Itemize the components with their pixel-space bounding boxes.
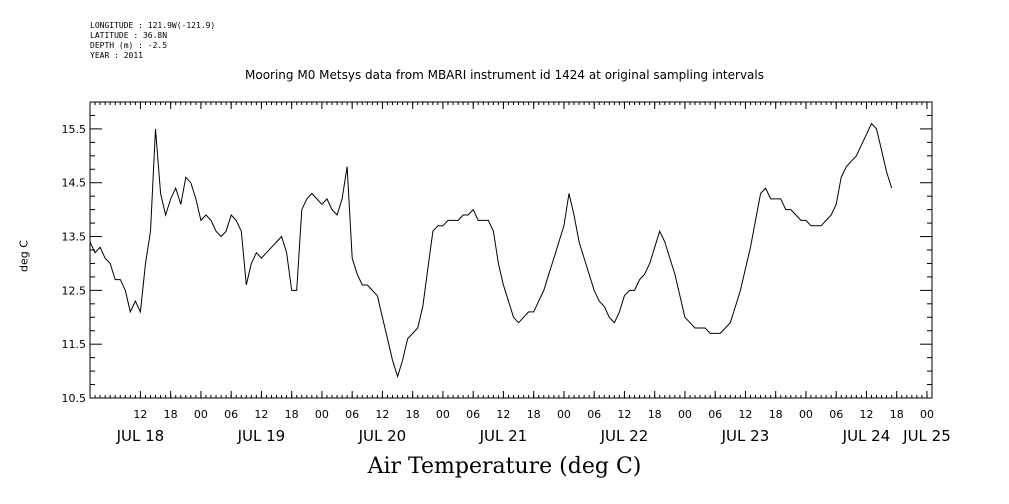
axis-ticks [89,101,933,399]
x-date-label: JUL 18 [116,427,165,445]
y-tick-label: 12.5 [62,284,87,297]
y-tick-label: 10.5 [62,392,87,405]
x-tick-label: 00 [557,408,571,421]
x-tick-label: 18 [164,408,178,421]
x-tick-label: 12 [133,408,147,421]
x-tick-label: 18 [890,408,904,421]
x-date-label: JUL 20 [358,427,407,445]
x-tick-label: 18 [406,408,420,421]
longitude-label: LONGITUDE : 121.9W(-121.9) [90,21,216,30]
x-tick-label: 12 [738,408,752,421]
x-date-label: JUL 21 [479,427,528,445]
x-tick-label: 06 [466,408,480,421]
x-date-label: JUL 24 [842,427,891,445]
series-line-air-temperature [89,122,893,379]
x-tick-label: 00 [920,408,934,421]
x-tick-label: 00 [436,408,450,421]
x-tick-label: 06 [587,408,601,421]
x-date-label: JUL 22 [600,427,649,445]
x-tick-label: 12 [254,408,268,421]
x-tick-label: 06 [708,408,722,421]
year-label: YEAR : 2011 [90,51,143,60]
x-date-label: JUL 19 [237,427,286,445]
x-tick-label: 18 [527,408,541,421]
x-tick-label: 18 [769,408,783,421]
x-tick-label: 00 [799,408,813,421]
plot-frame [89,101,933,399]
y-tick-label: 15.5 [62,123,87,136]
x-tick-label: 12 [859,408,873,421]
axis-tick-labels: 12 18 00 06 12 18 00 06 12 18 00 06 12 18 00 06 12 18 00 06… [62,123,951,445]
x-tick-label: 12 [617,408,631,421]
x-tick-label: 06 [345,408,359,421]
chart-title: Mooring M0 Metsys data from MBARI instru… [245,68,764,82]
latitude-label: LATITUDE : 36.8N [90,31,168,40]
x-tick-label: 12 [496,408,510,421]
x-date-label: JUL 23 [721,427,770,445]
x-tick-label: 12 [375,408,389,421]
y-tick-label: 14.5 [62,177,87,190]
x-tick-label: 06 [224,408,238,421]
x-axis-label: Air Temperature (deg C) [367,454,642,479]
x-tick-label: 00 [678,408,692,421]
x-tick-label: 18 [648,408,662,421]
y-tick-label: 11.5 [62,338,87,351]
y-tick-label: 13.5 [62,231,87,244]
x-tick-label: 00 [315,408,329,421]
x-tick-label: 18 [285,408,299,421]
x-tick-label: 06 [829,408,843,421]
depth-label: DEPTH (m) : -2.5 [90,41,168,50]
x-tick-label: 00 [194,408,208,421]
x-date-label: JUL 25 [902,427,951,445]
